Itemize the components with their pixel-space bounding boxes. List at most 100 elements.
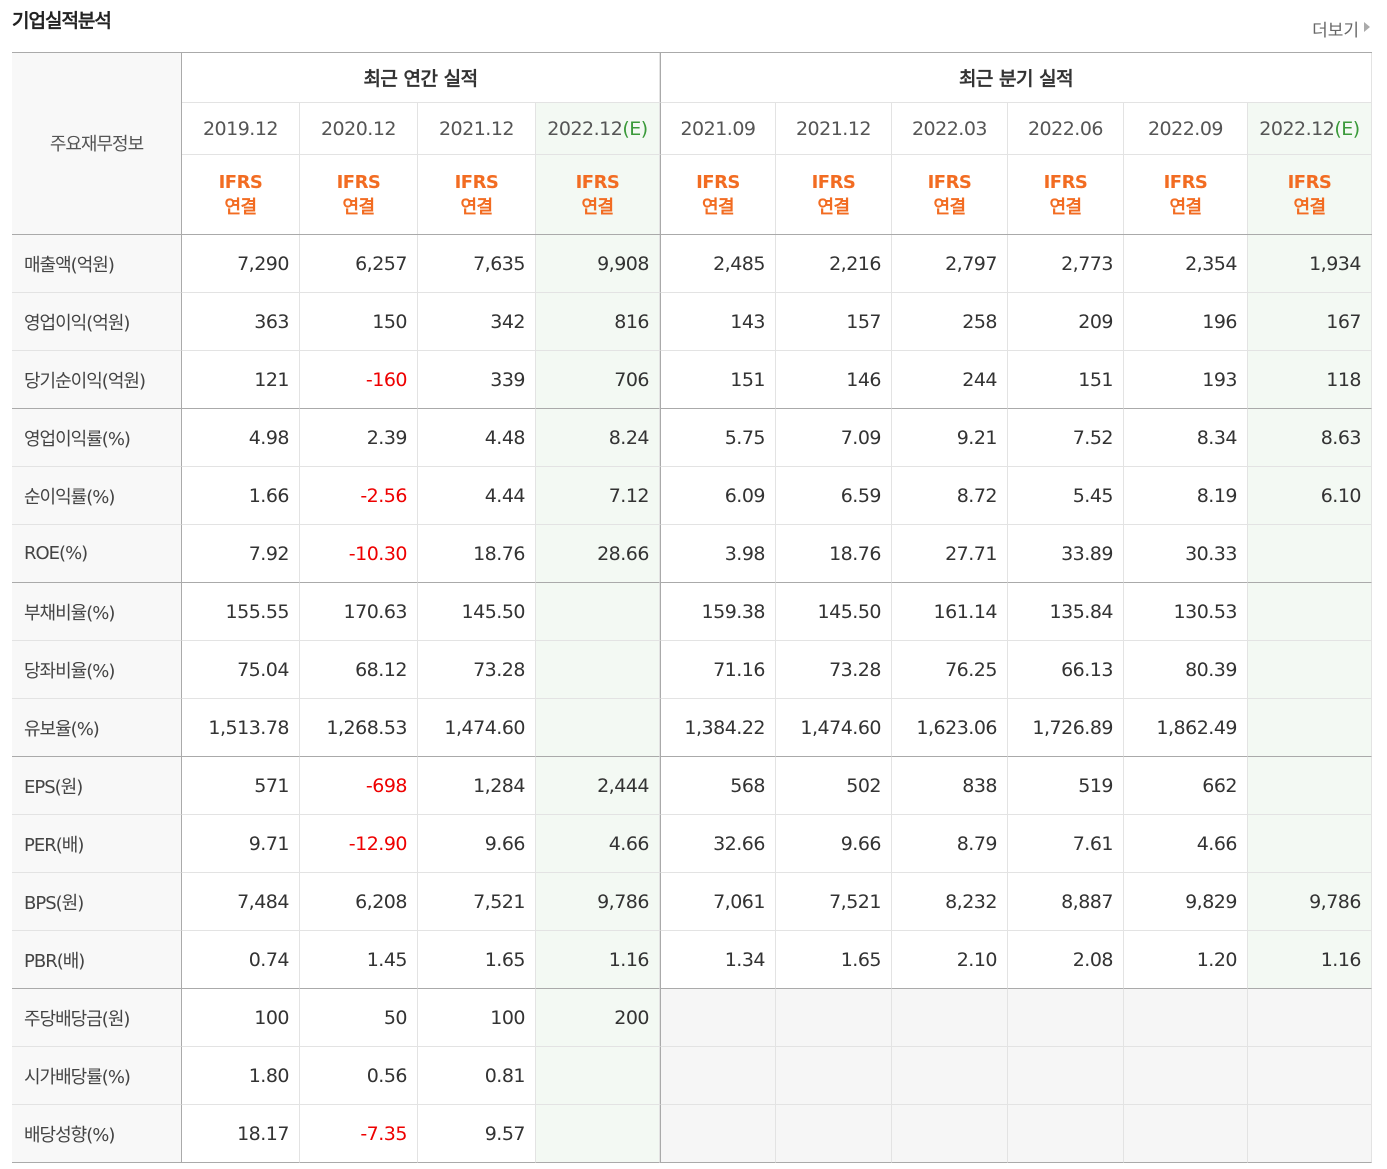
value-cell: 1,726.89 — [1008, 699, 1124, 757]
group-header: 최근 분기 실적 — [660, 52, 1372, 103]
value-cell: 145.50 — [418, 583, 536, 641]
value-cell: 80.39 — [1124, 641, 1248, 699]
value-cell: 5.75 — [660, 409, 776, 467]
value-cell: 30.33 — [1124, 525, 1248, 583]
rule — [12, 52, 1372, 53]
value-cell: 18.76 — [776, 525, 892, 583]
estimate-mark: (E) — [1334, 117, 1360, 140]
standard: IFRS — [1163, 171, 1208, 193]
row-label: 영업이익률(%) — [12, 409, 182, 467]
value-cell: 1.16 — [1248, 931, 1372, 989]
value-cell: 2,444 — [536, 757, 660, 815]
row-label: 배당성향(%) — [12, 1105, 182, 1163]
value-cell: 7,061 — [660, 873, 776, 931]
empty-cell — [1248, 699, 1372, 757]
period-header: 2021.12 — [418, 103, 536, 155]
value-cell: 9.66 — [418, 815, 536, 873]
value-cell: 706 — [536, 351, 660, 409]
value-cell: 1.34 — [660, 931, 776, 989]
period-header: 2021.09 — [660, 103, 776, 155]
period: 2022.06 — [1027, 117, 1104, 140]
empty-cell — [1248, 525, 1372, 583]
value-cell: 1.65 — [776, 931, 892, 989]
value-cell: 7.52 — [1008, 409, 1124, 467]
value-cell: 6,208 — [300, 873, 418, 931]
estimate-mark: (E) — [622, 117, 648, 140]
value-cell: 33.89 — [1008, 525, 1124, 583]
value-cell: 7,521 — [776, 873, 892, 931]
value-cell: 9.71 — [182, 815, 300, 873]
standard: IFRS — [218, 171, 263, 193]
value-cell: 1,474.60 — [418, 699, 536, 757]
value-cell: 71.16 — [660, 641, 776, 699]
row-label: 유보율(%) — [12, 699, 182, 757]
value-cell: 18.17 — [182, 1105, 300, 1163]
period: 2021.12 — [438, 117, 515, 140]
basis-header: IFRS 연결 — [660, 155, 776, 235]
value-cell: 7,521 — [418, 873, 536, 931]
row-label: 부채비율(%) — [12, 583, 182, 641]
row-label: 주당배당금(원) — [12, 989, 182, 1047]
value-cell: 6.59 — [776, 467, 892, 525]
standard: IFRS — [336, 171, 381, 193]
value-cell: 363 — [182, 293, 300, 351]
value-cell: 571 — [182, 757, 300, 815]
standard: IFRS — [811, 171, 856, 193]
basis: 연결 — [701, 196, 735, 218]
basis: 연결 — [933, 196, 966, 218]
value-cell: 121 — [182, 351, 300, 409]
value-cell: -698 — [300, 757, 418, 815]
value-cell: -7.35 — [300, 1105, 418, 1163]
basis-header: IFRS 연결 — [418, 155, 536, 235]
value-cell: 0.81 — [418, 1047, 536, 1105]
value-cell: 130.53 — [1124, 583, 1248, 641]
basis-header: IFRS 연결 — [300, 155, 418, 235]
value-cell: 145.50 — [776, 583, 892, 641]
value-cell: 135.84 — [1008, 583, 1124, 641]
row-label: PER(배) — [12, 815, 182, 873]
empty-cell — [1248, 583, 1372, 641]
value-cell: 8.79 — [892, 815, 1008, 873]
standard: IFRS — [1287, 171, 1332, 193]
value-cell: 1.80 — [182, 1047, 300, 1105]
value-cell: 9,786 — [536, 873, 660, 931]
value-cell: 2.39 — [300, 409, 418, 467]
value-cell: 9.66 — [776, 815, 892, 873]
value-cell: 7.92 — [182, 525, 300, 583]
period-header: 2021.12 — [776, 103, 892, 155]
section-title: 기업실적분석 — [12, 10, 112, 32]
empty-cell — [536, 583, 660, 641]
value-cell: 1,284 — [418, 757, 536, 815]
empty-cell — [536, 699, 660, 757]
empty-cell — [1248, 1047, 1372, 1105]
row-label: BPS(원) — [12, 873, 182, 931]
more-arrow[interactable] — [1364, 22, 1370, 32]
value-cell: 4.44 — [418, 467, 536, 525]
value-cell: 9,908 — [536, 235, 660, 293]
value-cell: 2,797 — [892, 235, 1008, 293]
value-cell: 118 — [1248, 351, 1372, 409]
more-link[interactable]: 더보기 — [1312, 21, 1359, 41]
standard: IFRS — [454, 171, 499, 193]
value-cell: 2,485 — [660, 235, 776, 293]
row-label: 매출액(억원) — [12, 235, 182, 293]
value-cell: 7.61 — [1008, 815, 1124, 873]
value-cell: 1,474.60 — [776, 699, 892, 757]
value-cell: 1.65 — [418, 931, 536, 989]
row-label: PBR(배) — [12, 931, 182, 989]
value-cell: 50 — [300, 989, 418, 1047]
basis: 연결 — [581, 196, 614, 218]
period-header: 2020.12 — [300, 103, 418, 155]
empty-cell — [1008, 989, 1124, 1047]
value-cell: 8,232 — [892, 873, 1008, 931]
value-cell: 519 — [1008, 757, 1124, 815]
empty-cell — [892, 989, 1008, 1047]
empty-cell — [660, 1105, 776, 1163]
row-label: 영업이익(억원) — [12, 293, 182, 351]
value-cell: 9.57 — [418, 1105, 536, 1163]
period: 2019.12 — [202, 117, 279, 140]
value-cell: 7.09 — [776, 409, 892, 467]
row-label: 당좌비율(%) — [12, 641, 182, 699]
value-cell: 1.16 — [536, 931, 660, 989]
